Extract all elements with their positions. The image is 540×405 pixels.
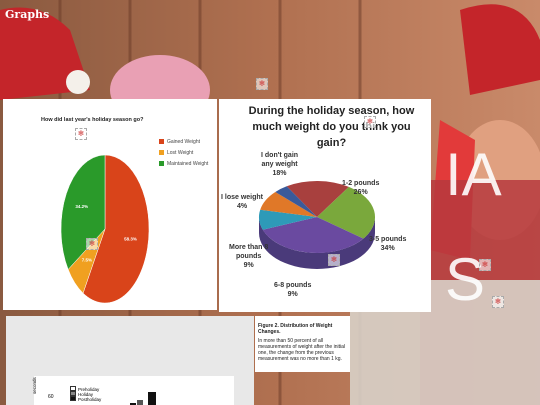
snowflake-icon: ❄ bbox=[256, 78, 268, 90]
legend-label: Holiday bbox=[78, 392, 94, 397]
legend-label: Postholiday bbox=[78, 397, 102, 402]
pie2-data-label: 1-2 pounds 26% bbox=[342, 180, 380, 196]
pie2-slice-6 bbox=[275, 186, 317, 217]
bar-ylabel: seconds bbox=[32, 377, 37, 394]
pie-chart-panel-2: During the holiday season, how much weig… bbox=[219, 99, 431, 312]
caption-title: Figure 2. Distribution of Weight Changes… bbox=[258, 323, 333, 335]
pie2-slice-3 bbox=[262, 217, 364, 253]
pie1-data-label: 7.5% bbox=[82, 257, 92, 262]
pie2-svg bbox=[259, 181, 375, 269]
bg-letters-ia: IA bbox=[445, 141, 502, 208]
bar-ytick-60: 60 bbox=[48, 394, 54, 400]
pie2-data-label: More than 8 pounds 9% bbox=[229, 244, 269, 269]
pie2-data-label: I lose weight 4% bbox=[221, 194, 264, 210]
legend-swatch bbox=[159, 139, 164, 145]
legend-swatch bbox=[70, 391, 76, 396]
pie2-side bbox=[259, 217, 375, 269]
snowflake-icon: ❄ bbox=[364, 116, 376, 128]
bar-chart-inner bbox=[34, 376, 234, 405]
caption-body: In more than 50 percent of all measureme… bbox=[258, 338, 345, 362]
snowflake-icon: ❄ bbox=[479, 259, 491, 271]
legend-label: Maintained Weight bbox=[167, 161, 209, 167]
pie2-slice-4 bbox=[259, 209, 317, 230]
pie1-legend-item: Lost Weight bbox=[159, 150, 193, 156]
pie2-data-label: 6-8 pounds 9% bbox=[274, 282, 312, 298]
pie1-data-label: 58.3% bbox=[124, 236, 137, 241]
pie-chart-panel-1: How did last year's holiday season go? 5… bbox=[3, 99, 217, 310]
bg-letter-s: S bbox=[445, 246, 485, 313]
bar-legend-item: Postholiday bbox=[70, 396, 101, 402]
legend-label: Preholiday bbox=[78, 387, 100, 392]
legend-label: Gained Weight bbox=[167, 139, 200, 145]
pie1-legend-item: Gained Weight bbox=[159, 139, 200, 145]
legend-swatch bbox=[70, 396, 76, 401]
legend-label: Lost Weight bbox=[167, 150, 194, 156]
snowflake-icon: ❄ bbox=[75, 128, 87, 140]
pie2-data-label: 3-5 pounds 34% bbox=[369, 236, 407, 252]
bar-legend-item: Holiday bbox=[70, 391, 93, 397]
pie2-slice-5 bbox=[260, 191, 317, 217]
legend-swatch bbox=[159, 150, 164, 156]
pie1-slice-gained-weight bbox=[82, 154, 150, 304]
snowflake-icon: ❄ bbox=[492, 296, 504, 308]
pie2-data-label: I don't gain any weight 18% bbox=[261, 152, 299, 177]
pie1-title: How did last year's holiday season go? bbox=[41, 117, 144, 123]
snowflake-icon: ❄ bbox=[86, 238, 98, 250]
pie2-slice-2 bbox=[317, 186, 375, 239]
pie1-data-label: 34.2% bbox=[75, 204, 88, 209]
bar-legend-item: Preholiday bbox=[70, 386, 99, 392]
figure-caption-panel: Figure 2. Distribution of Weight Changes… bbox=[255, 316, 350, 372]
slide-title: Graphs bbox=[5, 8, 50, 21]
bar-mark-2 bbox=[137, 400, 143, 405]
legend-swatch bbox=[159, 161, 164, 167]
snowflake-icon: ❄ bbox=[328, 254, 340, 266]
bar-mark-1 bbox=[130, 403, 136, 405]
bar-chart-panel: seconds 60 Preholiday Holiday Postholiday bbox=[6, 316, 254, 405]
bar-mark-3 bbox=[148, 392, 156, 405]
legend-swatch bbox=[70, 386, 76, 391]
pie2-slice-1 bbox=[286, 181, 349, 217]
pie1-svg: 58.3% 7.5% 34.2% bbox=[60, 154, 150, 304]
pie1-legend-item: Maintained Weight bbox=[159, 161, 208, 167]
